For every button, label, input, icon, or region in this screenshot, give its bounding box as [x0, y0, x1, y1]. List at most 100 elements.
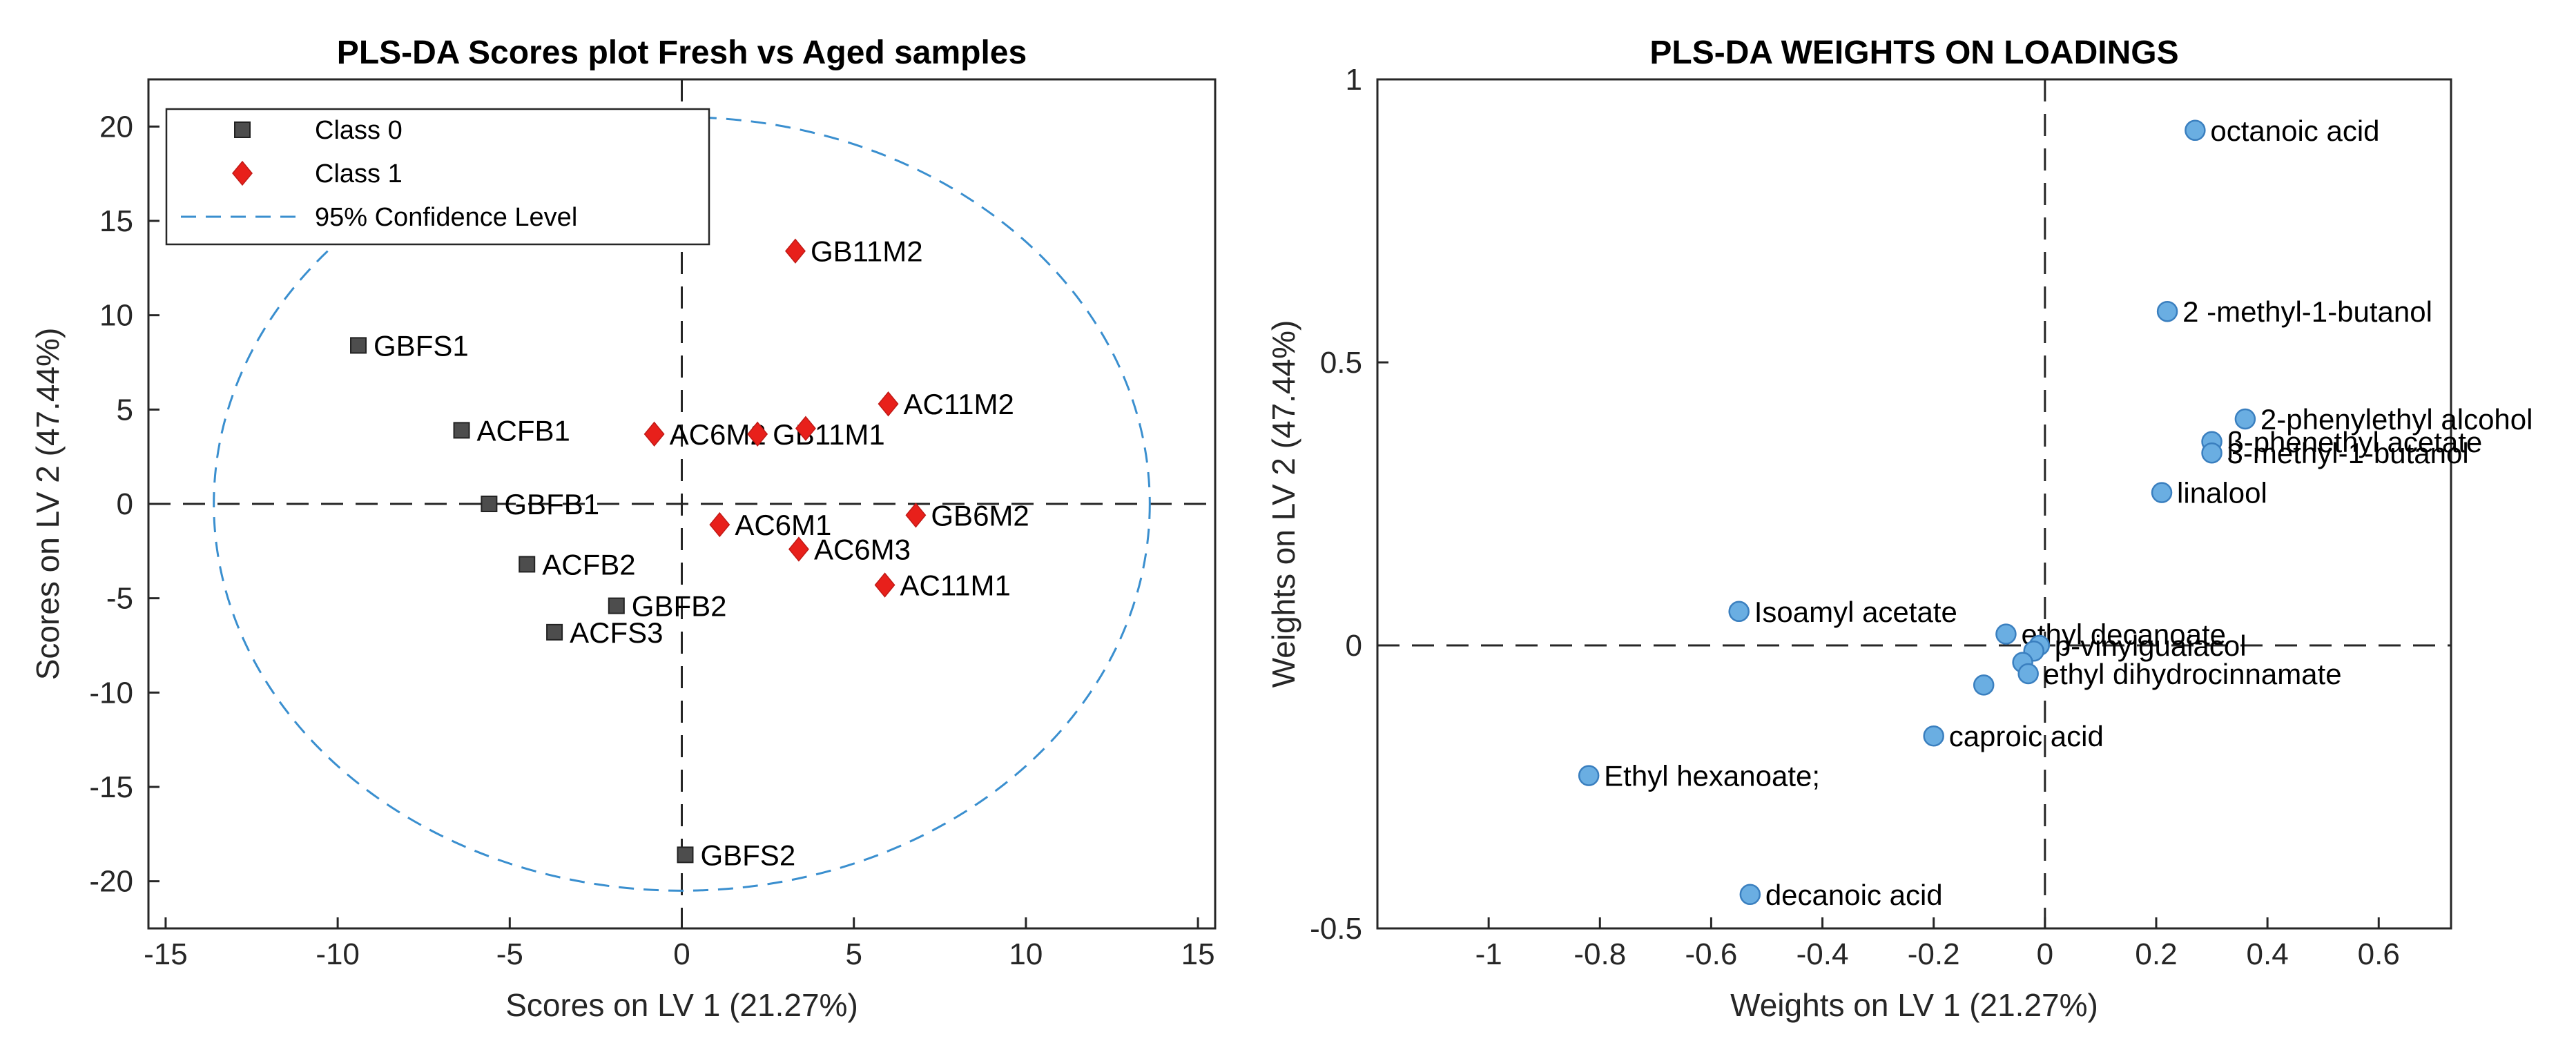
legend-label: Class 0: [315, 116, 403, 145]
point-label: octanoic acid: [2210, 115, 2379, 147]
y-tick-label: 15: [99, 204, 133, 238]
x-tick-label: 0: [673, 937, 690, 971]
point-marker: [874, 572, 895, 598]
x-tick-label: 0: [2037, 937, 2053, 971]
x-tick-label: -10: [316, 937, 360, 971]
y-tick-label: 10: [99, 299, 133, 333]
x-tick-label: 0.2: [2135, 937, 2177, 971]
point-label: AC6M1: [735, 509, 831, 541]
point-marker: [1995, 623, 2017, 645]
point-label: GBFB1: [504, 488, 599, 520]
point-label: ACFB2: [542, 548, 635, 581]
point-label: linalool: [2177, 477, 2267, 509]
x-tick-label: -1: [1475, 937, 1502, 971]
legend: Class 0 Class 1 95% Confidence Level: [165, 108, 710, 246]
legend-label: 95% Confidence Level: [315, 203, 577, 232]
point-label: ACFB1: [477, 414, 570, 447]
y-tick-label: -15: [89, 770, 133, 804]
point-marker: [519, 556, 536, 573]
point-label: β-phenethyl acetate: [2227, 426, 2483, 458]
legend-box: [165, 108, 710, 246]
point-marker: [1578, 765, 1600, 786]
point-label: AC6M3: [814, 534, 911, 566]
legend-label: Class 1: [315, 159, 403, 188]
point-marker: [784, 238, 806, 264]
point-marker: [1923, 725, 1944, 747]
y-tick-label: 0.5: [1320, 346, 1362, 380]
point-marker: [2234, 408, 2256, 430]
point-label: Ethyl hexanoate;: [1604, 760, 1820, 792]
legend-marker: [232, 160, 253, 186]
y-tick-label: -0.5: [1310, 912, 1362, 946]
point-label: GBFS2: [700, 839, 795, 871]
point-marker: [481, 496, 498, 512]
x-tick-label: 15: [1181, 937, 1215, 971]
chart-title: PLS-DA Scores plot Fresh vs Aged samples: [337, 35, 1027, 71]
point-label: ethyl decanoate: [2021, 618, 2226, 651]
x-tick-label: -0.8: [1573, 937, 1626, 971]
point-label: 2 -methyl-1-butanol: [2182, 295, 2432, 328]
point-label: 2-phenylethyl alcohol: [2260, 403, 2533, 436]
plot-area: [1376, 78, 2452, 930]
point-label: GBFS1: [374, 329, 469, 362]
point-marker: [2156, 300, 2178, 322]
x-tick-label: -5: [496, 937, 523, 971]
x-tick-label: -0.2: [1908, 937, 1960, 971]
point-label: AC11M2: [904, 388, 1014, 420]
point-label: ethyl dihydrocinnamate: [2044, 658, 2342, 690]
point-marker: [1739, 884, 1761, 906]
point-marker: [1973, 674, 1995, 696]
point-marker: [2017, 663, 2039, 685]
point-marker: [2185, 119, 2206, 142]
point-label: GB11M1: [773, 418, 885, 451]
y-tick-label: 1: [1346, 63, 1362, 97]
point-marker: [677, 846, 694, 864]
point-marker: [795, 416, 816, 441]
y-tick-label: -10: [89, 676, 133, 710]
point-marker: [878, 391, 899, 417]
point-label: Isoamyl acetate: [1754, 596, 1957, 628]
point-marker: [788, 536, 809, 562]
y-tick-label: -5: [106, 582, 133, 616]
x-tick-label: -0.4: [1797, 937, 1849, 971]
scores-plot: -15 -10 -5 0 5 10 15 -20 -15 -10 -5 0 5 10 15 20 PLS-DA …: [30, 35, 1217, 1023]
chart-title: PLS-DA WEIGHTS ON LOADINGS: [1649, 35, 2178, 71]
point-label: decanoic acid: [1765, 879, 1943, 911]
point-marker: [2201, 442, 2222, 464]
y-tick-label: 0: [117, 487, 133, 521]
y-tick-label: 0: [1346, 629, 1362, 663]
x-tick-label: 10: [1009, 937, 1043, 971]
point-marker: [747, 421, 768, 447]
legend-marker: [234, 121, 251, 138]
point-label: GB11M2: [811, 235, 923, 268]
x-axis-label: Scores on LV 1 (21.27%): [505, 987, 858, 1023]
x-tick-label: -15: [144, 937, 188, 971]
point-marker: [1728, 601, 1750, 623]
point-label: ACFS3: [570, 616, 663, 649]
x-tick-label: 0.4: [2247, 937, 2289, 971]
x-tick-label: 0.6: [2358, 937, 2400, 971]
x-tick-label: -0.6: [1685, 937, 1738, 971]
point-marker: [709, 511, 730, 538]
point-marker: [546, 623, 563, 641]
y-axis-label: Scores on LV 2 (47.44%): [30, 328, 66, 681]
y-axis-label: Weights on LV 2 (47.44%): [1266, 320, 1301, 688]
point-label: p-vinylguaiacol: [2055, 630, 2247, 662]
point-label: GBFB2: [632, 590, 727, 623]
point-label: caproic acid: [1949, 720, 2104, 752]
point-marker: [905, 503, 927, 528]
y-tick-label: -20: [89, 865, 133, 899]
y-tick-label: 5: [117, 393, 133, 427]
weights-plot: -1 -0.8 -0.6 -0.4 -0.2 0 0.2 0.4 0.6 -0.5 0 0.5 1 PLS…: [1266, 35, 2533, 1023]
point-marker: [608, 597, 625, 614]
point-label: AC11M1: [900, 569, 1011, 602]
point-marker: [643, 421, 665, 447]
point-marker: [453, 422, 470, 439]
point-label: GB6M2: [931, 499, 1029, 532]
point-marker: [2151, 482, 2173, 503]
y-tick-label: 20: [99, 110, 133, 144]
point-marker: [350, 337, 367, 354]
x-axis-label: Weights on LV 1 (21.27%): [1730, 987, 2098, 1023]
x-tick-label: 5: [845, 937, 862, 971]
